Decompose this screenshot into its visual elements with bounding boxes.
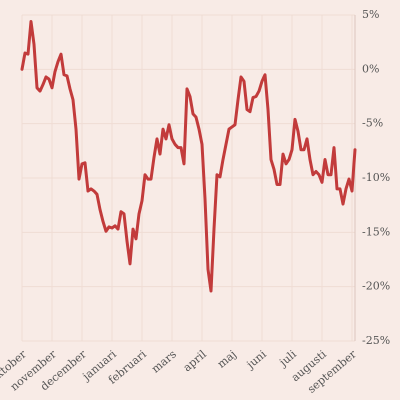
x-tick-label: juni <box>243 347 269 372</box>
x-tick-label: mars <box>149 347 179 375</box>
y-tick-label: 0% <box>362 62 379 75</box>
y-tick-label: -15% <box>362 225 390 238</box>
y-tick-label: 5% <box>362 8 379 21</box>
y-tick-label: -20% <box>362 280 390 293</box>
x-tick-label: april <box>181 347 210 374</box>
y-tick-label: -5% <box>362 117 383 130</box>
line <box>20 20 357 293</box>
y-tick-label: -10% <box>362 171 390 184</box>
x-tick-label: juli <box>276 347 300 370</box>
x-tick-label: maj <box>215 348 239 371</box>
y-tick-label: -25% <box>362 334 390 347</box>
